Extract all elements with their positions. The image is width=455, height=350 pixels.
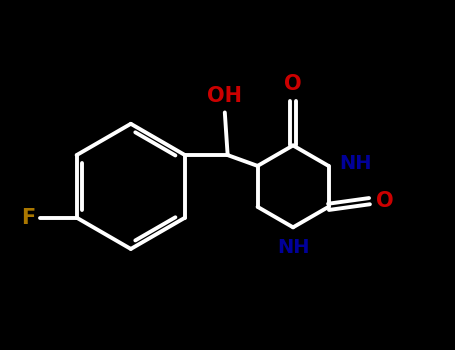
Text: NH: NH <box>339 154 371 173</box>
Text: NH: NH <box>277 238 309 257</box>
Text: OH: OH <box>207 86 243 106</box>
Text: O: O <box>376 191 394 211</box>
Text: F: F <box>21 208 35 228</box>
Text: O: O <box>284 74 302 94</box>
